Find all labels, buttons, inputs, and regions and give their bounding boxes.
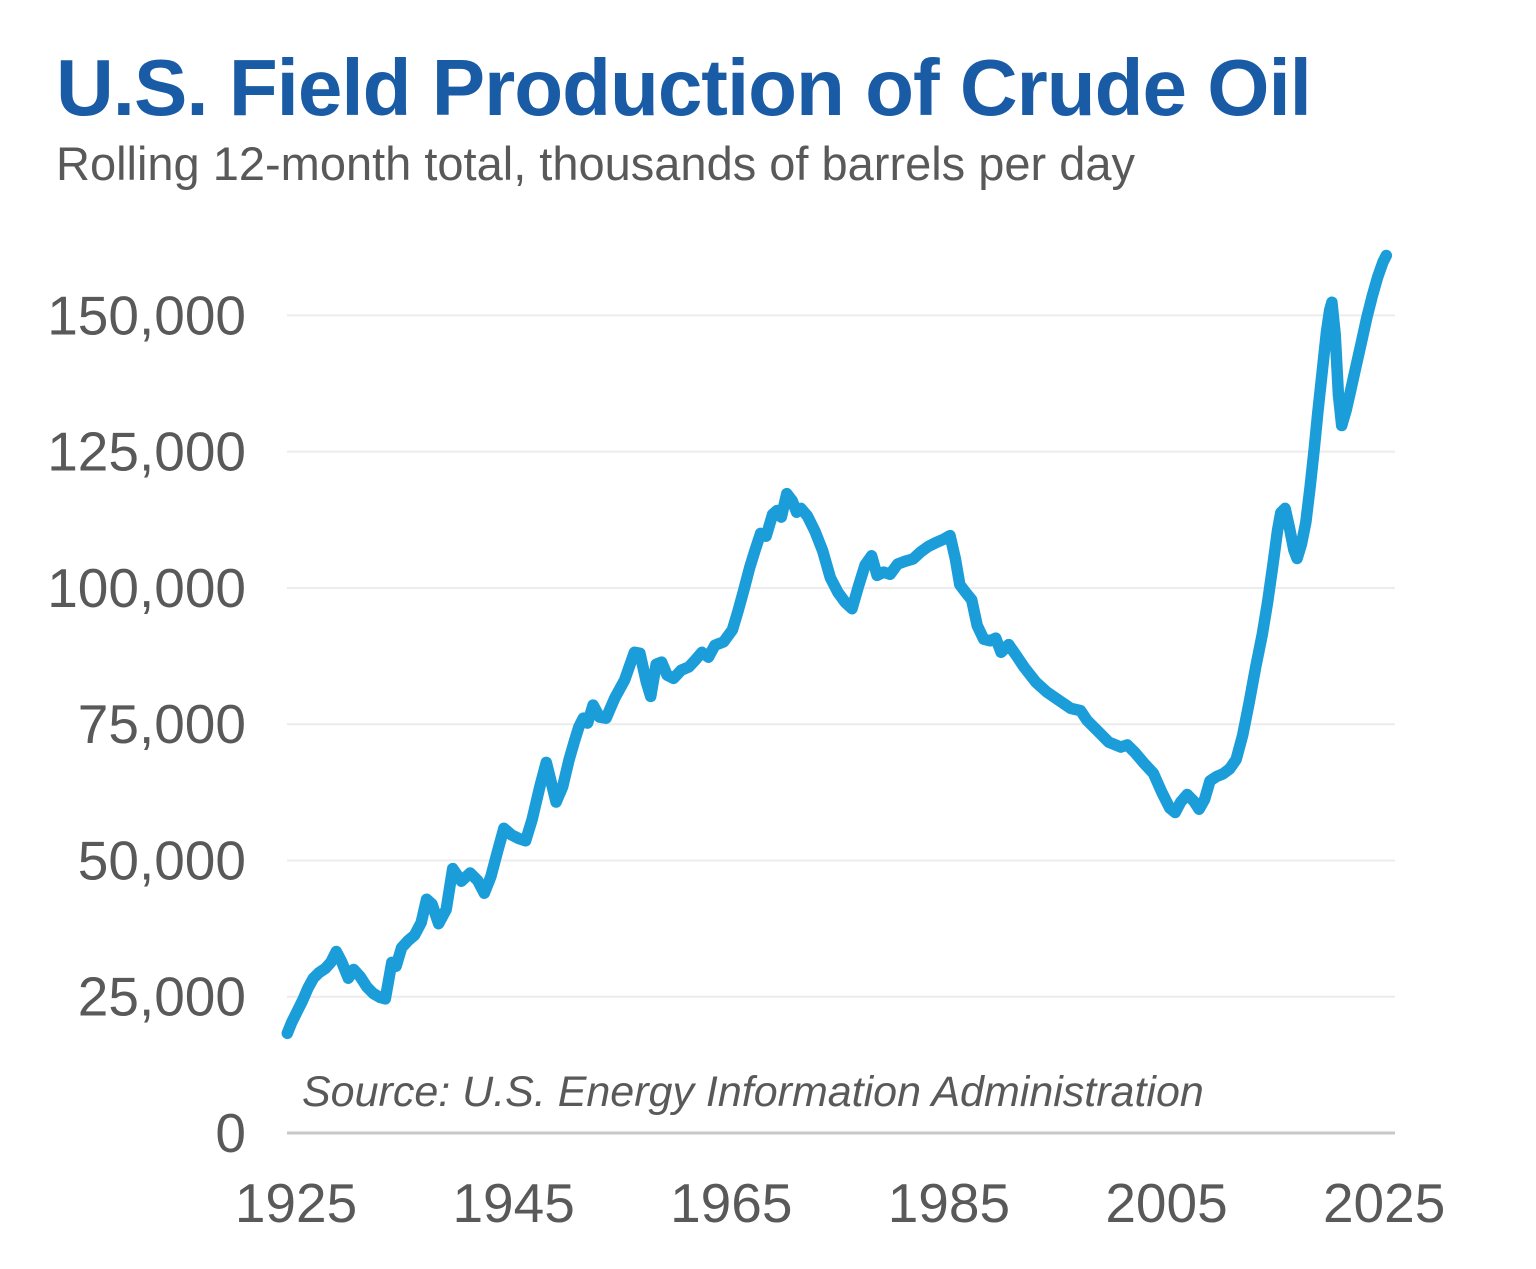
gridlines [287, 314, 1395, 1135]
x-tick-label: 2005 [1105, 1172, 1227, 1234]
x-tick-label: 1945 [452, 1172, 574, 1234]
production-line-series [281, 249, 1393, 1040]
x-tick-label: 1985 [888, 1172, 1010, 1234]
page-title: U.S. Field Production of Crude Oil [56, 43, 1312, 132]
y-tick-label: 75,000 [78, 693, 246, 755]
source-note: Source: U.S. Energy Information Administ… [302, 1068, 1204, 1116]
x-tick-label: 2025 [1323, 1172, 1445, 1234]
chart-header: U.S. Field Production of Crude Oil Rolli… [56, 46, 1476, 191]
x-tick-label: 1965 [670, 1172, 792, 1234]
y-tick-label: 100,000 [47, 557, 246, 619]
chart-subtitle: Rolling 12-month total, thousands of bar… [56, 137, 1136, 191]
y-tick-label: 50,000 [78, 829, 246, 891]
y-tick-label: 25,000 [78, 966, 246, 1028]
y-tick-label: 150,000 [47, 284, 246, 346]
crude-oil-production-line [281, 249, 1393, 1040]
axis-tick-labels: 0 25,000 50,000 75,000 100,000 125,000 150,000… [47, 284, 1445, 1234]
x-tick-label: 1925 [235, 1172, 357, 1234]
y-tick-label: 0 [215, 1102, 246, 1164]
y-tick-label: 125,000 [47, 421, 246, 483]
